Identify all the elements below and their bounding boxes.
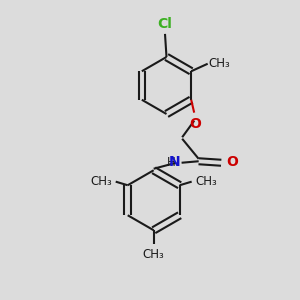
Text: CH₃: CH₃ <box>91 175 112 188</box>
Text: O: O <box>189 117 201 131</box>
Text: CH₃: CH₃ <box>208 57 230 70</box>
Text: N: N <box>169 155 180 170</box>
Text: CH₃: CH₃ <box>143 248 165 261</box>
Text: O: O <box>226 155 238 169</box>
Text: H: H <box>167 156 176 169</box>
Text: Cl: Cl <box>158 17 172 31</box>
Text: CH₃: CH₃ <box>195 175 217 188</box>
